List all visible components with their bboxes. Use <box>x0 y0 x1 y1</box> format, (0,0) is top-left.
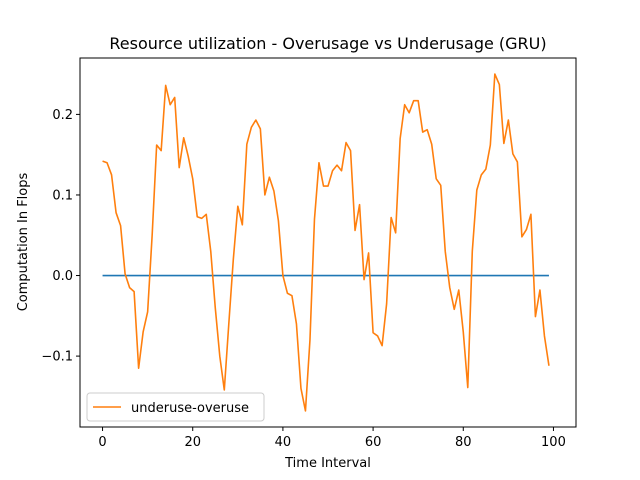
underuse-overuse-series-line <box>102 73 550 412</box>
x-tick-label: 100 <box>541 435 566 450</box>
x-tick-label: 60 <box>365 435 382 450</box>
y-tick-label: 0.2 <box>52 108 73 123</box>
series-layer <box>102 73 550 412</box>
y-tick-label: −0.1 <box>41 350 73 365</box>
x-tick-label: 0 <box>98 435 106 450</box>
y-tick-label: 0.0 <box>52 269 73 284</box>
legend-box <box>86 392 265 422</box>
x-tick-label: 20 <box>184 435 201 450</box>
plot-frame <box>79 57 577 428</box>
x-tick-label: 80 <box>455 435 472 450</box>
ticks-layer: 0 20 40 60 80 100 −0.1 0.0 0.1 0.2 <box>41 108 565 450</box>
y-axis-label: Computation In Flops <box>16 172 31 311</box>
chart-title: Resource utilization - Overusage vs Unde… <box>109 34 546 53</box>
x-tick-label: 40 <box>275 435 292 450</box>
legend-label: underuse-overuse <box>131 401 249 416</box>
legend: underuse-overuse <box>86 392 265 422</box>
y-tick-label: 0.1 <box>52 188 73 203</box>
x-axis-label: Time Interval <box>284 456 371 471</box>
